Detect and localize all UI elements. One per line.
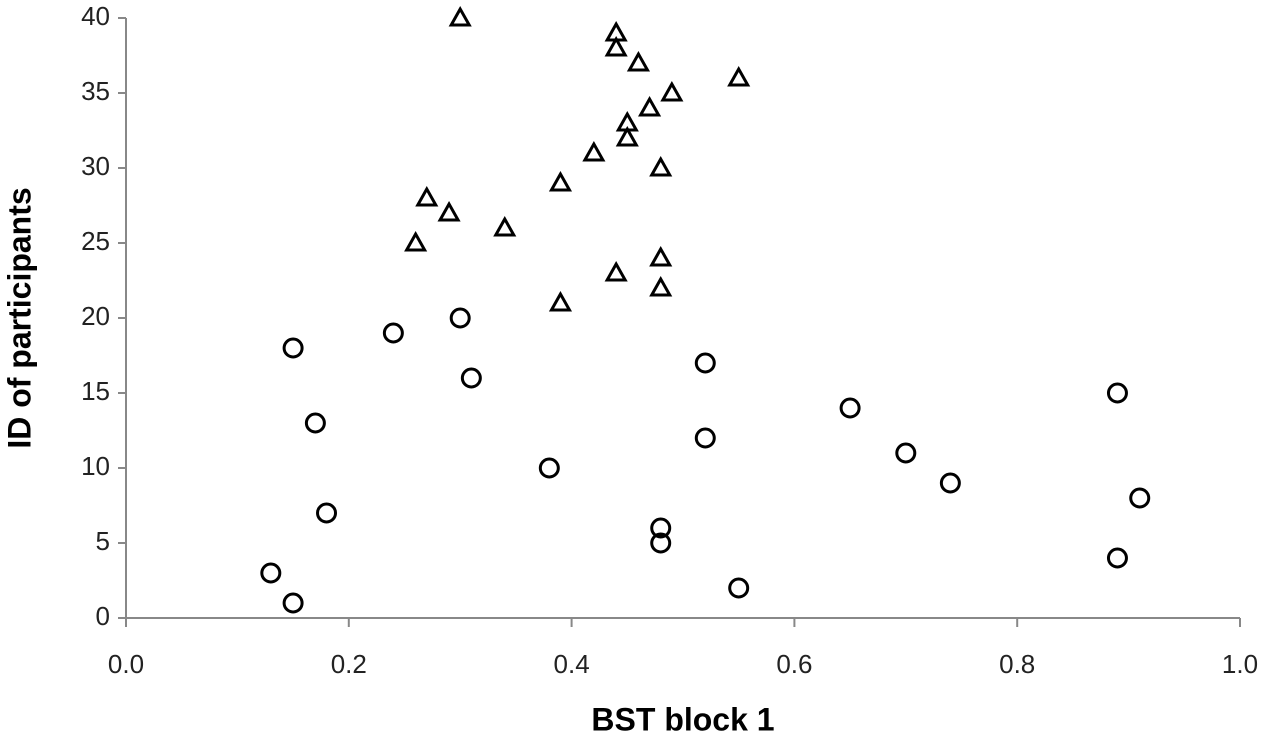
y-tick-label: 35 [81, 76, 110, 106]
circle-point [1106, 382, 1128, 404]
circle-point [650, 532, 672, 554]
circle-point [839, 397, 861, 419]
circle-point [650, 517, 672, 539]
triangle-point [649, 245, 673, 267]
x-tick-label: 1.0 [1222, 649, 1258, 679]
triangle-point [415, 185, 439, 207]
circle-point [895, 442, 917, 464]
x-tick-label: 0.2 [331, 649, 367, 679]
x-tick-label: 0.0 [108, 649, 144, 679]
triangle-point [548, 290, 573, 312]
y-tick-label: 15 [81, 376, 110, 406]
triangle-point [448, 5, 472, 27]
triangle-point [649, 155, 673, 177]
x-tick-label: 0.4 [554, 649, 590, 679]
y-tick-label: 40 [81, 1, 110, 31]
circle-point [316, 502, 338, 524]
circle-point [694, 427, 716, 449]
triangle-point [604, 20, 628, 42]
circle-point [538, 457, 560, 479]
circle-point [939, 472, 961, 494]
y-tick-label: 20 [81, 301, 110, 331]
x-axis-title: BST block 1 [591, 701, 774, 737]
triangle-point [604, 35, 628, 57]
y-tick-label: 25 [81, 226, 110, 256]
triangle-point [727, 65, 751, 87]
triangle-point [615, 110, 639, 132]
triangle-point [649, 275, 673, 297]
y-tick-label: 10 [81, 451, 110, 481]
y-axis-title: ID of participants [1, 187, 37, 448]
triangle-point [493, 215, 517, 237]
y-tick-label: 5 [96, 526, 110, 556]
triangle-point [548, 170, 573, 192]
x-tick-label: 0.6 [776, 649, 812, 679]
circle-point [728, 577, 750, 599]
triangle-point [660, 80, 684, 102]
y-tick-label: 0 [96, 601, 110, 631]
circle-point [282, 592, 304, 614]
circle-point [449, 307, 471, 329]
triangle-point [615, 125, 639, 147]
circle-point [260, 562, 282, 584]
circle-point [282, 337, 304, 359]
triangle-point [404, 230, 428, 252]
y-tick-label: 30 [81, 151, 110, 181]
circle-point [460, 367, 482, 389]
triangle-point [638, 95, 662, 117]
circle-point [1129, 487, 1151, 509]
triangle-point [582, 140, 606, 162]
triangle-point [604, 260, 628, 282]
circle-point [382, 322, 404, 344]
circle-point [1106, 547, 1128, 569]
circle-point [694, 352, 716, 374]
triangle-point [437, 200, 461, 222]
x-tick-label: 0.8 [999, 649, 1035, 679]
triangle-point [626, 50, 651, 72]
circle-point [304, 412, 326, 434]
